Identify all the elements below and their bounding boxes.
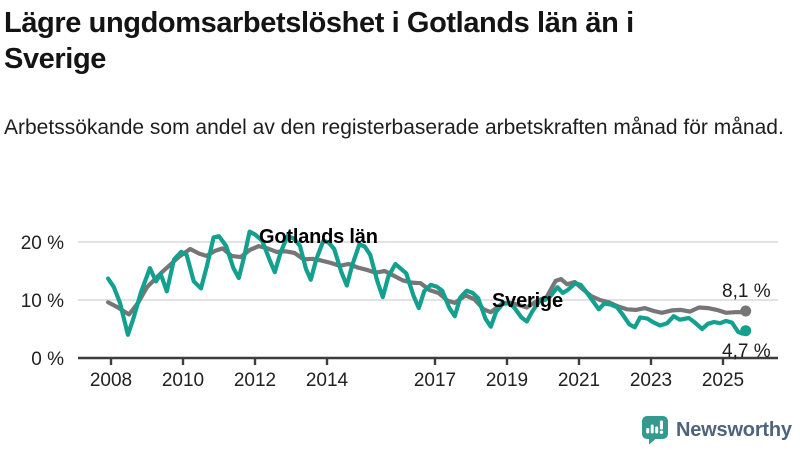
x-axis-tick-label: 2017 xyxy=(413,370,457,391)
sverige-end-dot xyxy=(740,305,752,317)
y-axis-tick-label: 10 % xyxy=(20,291,64,312)
x-axis-tick-label: 2025 xyxy=(701,370,745,391)
y-axis-tick-label: 20 % xyxy=(20,233,64,254)
end-value-label-gotlands-lan: 4,7 % xyxy=(722,341,771,362)
page-title: Lägre ungdomsarbetslöshet i Gotlands län… xyxy=(4,7,634,76)
y-axis-tick-label: 0 % xyxy=(31,349,64,370)
end-value-label-sverige: 8,1 % xyxy=(722,281,771,302)
x-axis-tick-label: 2019 xyxy=(485,370,529,391)
series-label-gotlands-lan: Gotlands län xyxy=(259,226,378,248)
newsworthy-logo-icon xyxy=(642,416,668,445)
gotlands-lan-line xyxy=(106,229,748,337)
x-axis-tick-label: 2008 xyxy=(89,370,133,391)
newsworthy-brand: Newsworthy xyxy=(641,415,792,445)
series-label-sverige: Sverige xyxy=(492,290,563,312)
x-axis-tick-label: 2012 xyxy=(233,370,277,391)
x-axis-tick-label: 2023 xyxy=(629,370,673,391)
gotlands-lan-end-dot xyxy=(740,325,752,337)
x-axis-tick-label: 2010 xyxy=(161,370,205,391)
x-axis-tick-label: 2021 xyxy=(557,370,601,391)
newsworthy-wordmark: Newsworthy xyxy=(676,418,792,441)
x-axis-tick-label: 2014 xyxy=(305,370,349,391)
page-subtitle: Arbetssökande som andel av den registerb… xyxy=(4,116,784,139)
